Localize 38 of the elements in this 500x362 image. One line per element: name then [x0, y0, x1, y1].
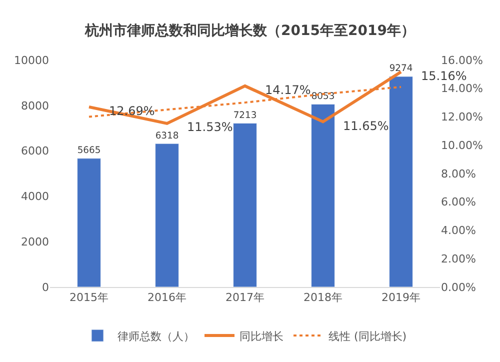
x-tick-label: 2019年: [382, 291, 420, 304]
legend-label: 律师总数（人）: [118, 330, 194, 343]
y2-tick-label: 12.00%: [441, 110, 483, 124]
y2-tick-label: 4.00%: [441, 224, 476, 238]
x-tick-label: 2016年: [148, 291, 186, 304]
chart-title: 杭州市律师总数和同比增长数（2015年至2019年）: [84, 22, 415, 40]
x-tick-label: 2018年: [304, 291, 342, 304]
data-label: 11.65%: [343, 119, 389, 133]
y2-tick-label: 16.00%: [441, 54, 483, 67]
y-tick-label: 0: [42, 280, 49, 294]
y-tick-label: 4000: [21, 190, 49, 204]
y-tick-label: 2000: [21, 235, 49, 248]
data-label: 7213: [233, 110, 257, 121]
y2-tick-label: 8.00%: [441, 167, 476, 180]
y2-tick-label: 10.00%: [441, 138, 483, 152]
data-label: 5665: [77, 145, 101, 156]
y2-tick-label: 2.00%: [441, 252, 476, 266]
y2-tick-label: 14.00%: [441, 82, 483, 96]
data-label: 15.16%: [421, 69, 467, 83]
x-tick-label: 2015年: [70, 291, 108, 304]
x-tick-label: 2017年: [226, 291, 264, 304]
data-label: 9274: [389, 63, 413, 74]
bar: [77, 158, 101, 287]
data-label: 6318: [155, 130, 179, 142]
data-label: 14.17%: [265, 83, 311, 97]
legend-label: 同比增长: [240, 330, 284, 343]
data-label: 8053: [311, 90, 335, 102]
bar: [311, 104, 335, 287]
y-tick-label: 6000: [21, 144, 49, 158]
y-tick-label: 8000: [21, 99, 49, 112]
bar: [389, 76, 413, 287]
y2-tick-label: 6.00%: [441, 196, 476, 209]
bar: [155, 143, 179, 287]
data-label: 11.53%: [187, 120, 233, 134]
y-tick-label: 10000: [14, 54, 49, 67]
y2-tick-label: 0.00%: [441, 280, 476, 294]
legend-label: 线性 (同比增长): [328, 330, 407, 343]
bar: [233, 123, 257, 287]
